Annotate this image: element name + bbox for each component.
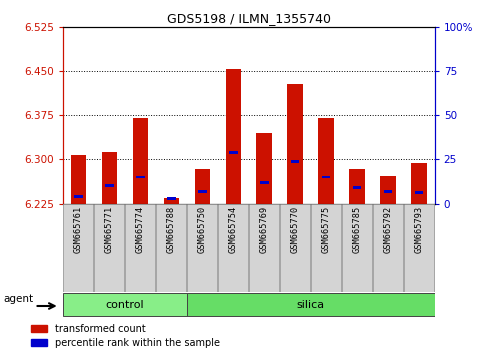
Bar [381, 176, 396, 204]
Text: GSM665775: GSM665775 [322, 206, 331, 253]
Bar [167, 197, 175, 200]
Bar [226, 69, 241, 204]
Bar [132, 118, 148, 204]
Text: GSM665750: GSM665750 [198, 206, 207, 253]
Text: GSM665770: GSM665770 [291, 206, 300, 253]
Bar [31, 339, 47, 346]
Bar [291, 160, 299, 162]
Bar [187, 293, 435, 316]
Text: GSM665754: GSM665754 [229, 206, 238, 253]
Bar [94, 204, 125, 292]
Text: GSM665761: GSM665761 [74, 206, 83, 253]
Bar [105, 184, 114, 187]
Bar [101, 152, 117, 204]
Bar [404, 204, 434, 292]
Text: transformed count: transformed count [55, 324, 145, 333]
Bar [74, 195, 83, 198]
Bar [218, 204, 248, 292]
Bar [136, 176, 144, 178]
Bar [412, 164, 427, 204]
Text: GSM665792: GSM665792 [384, 206, 393, 253]
Title: GDS5198 / ILMN_1355740: GDS5198 / ILMN_1355740 [167, 12, 331, 25]
Text: GSM665788: GSM665788 [167, 206, 176, 253]
Bar [249, 204, 280, 292]
Bar [287, 84, 303, 204]
Bar [31, 325, 47, 332]
Text: silica: silica [297, 300, 325, 310]
Bar [187, 204, 217, 292]
Text: GSM665769: GSM665769 [260, 206, 269, 253]
Bar [125, 204, 156, 292]
Bar [415, 192, 424, 194]
Bar [350, 169, 365, 204]
Bar [164, 198, 179, 204]
Bar [229, 151, 238, 154]
Text: percentile rank within the sample: percentile rank within the sample [55, 338, 220, 348]
Bar [71, 155, 86, 204]
Bar [63, 293, 187, 316]
Bar [156, 204, 186, 292]
Bar [311, 204, 341, 292]
Bar [63, 204, 94, 292]
Bar [384, 190, 393, 193]
Text: GSM665774: GSM665774 [136, 206, 145, 253]
Text: GSM665785: GSM665785 [353, 206, 362, 253]
Bar [318, 118, 334, 204]
Bar [260, 181, 269, 184]
Text: agent: agent [3, 295, 33, 304]
Bar [198, 190, 207, 193]
Bar [195, 169, 210, 204]
Bar [280, 204, 311, 292]
Bar [373, 204, 403, 292]
Bar [256, 133, 272, 204]
Bar [342, 204, 372, 292]
Bar [322, 176, 330, 178]
Text: GSM665771: GSM665771 [105, 206, 114, 253]
Text: control: control [105, 300, 144, 310]
Text: GSM665793: GSM665793 [415, 206, 424, 253]
Bar [353, 186, 361, 189]
